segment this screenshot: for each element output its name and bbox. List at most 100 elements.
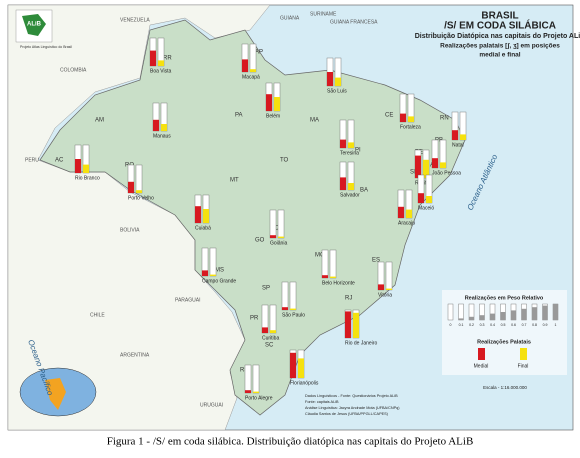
bar-medial bbox=[262, 327, 268, 333]
scale-label: 1 bbox=[555, 323, 557, 327]
country-label: COLOMBIA bbox=[60, 67, 87, 73]
country-label: SURINAME bbox=[310, 11, 337, 17]
scale-label: 0.2 bbox=[469, 323, 474, 327]
bar-medial bbox=[128, 181, 134, 193]
bar-final bbox=[298, 358, 304, 378]
scale-label: 0.5 bbox=[501, 323, 506, 327]
city-label: Belo Horizonte bbox=[322, 280, 355, 286]
bar-frame bbox=[289, 281, 297, 311]
bar-medial bbox=[150, 50, 156, 66]
scale-fill bbox=[553, 304, 558, 320]
city-label: Boa Vista bbox=[150, 68, 172, 74]
bar-frame bbox=[244, 364, 252, 394]
country-label: CHILE bbox=[90, 312, 105, 318]
state-label: MT bbox=[230, 178, 239, 184]
state-label: BA bbox=[360, 188, 368, 194]
city-label: Maceió bbox=[418, 205, 434, 211]
bar-final bbox=[348, 142, 354, 148]
bar-medial bbox=[245, 390, 251, 393]
legend-swatch bbox=[478, 348, 485, 360]
state-label: ES bbox=[372, 258, 380, 264]
bar-frame bbox=[249, 43, 257, 73]
scale-fill bbox=[479, 315, 485, 320]
city-label: João Pessoa bbox=[432, 170, 461, 176]
country-label: BOLIVIA bbox=[120, 227, 140, 233]
bar-medial bbox=[398, 206, 404, 218]
city-label: Curitiba bbox=[262, 335, 279, 341]
bar-medial bbox=[345, 311, 351, 338]
bar-final bbox=[348, 183, 354, 190]
city-label: Aracaju bbox=[398, 220, 415, 226]
bar-final bbox=[253, 391, 259, 393]
legend-title: Realizações Palatais bbox=[477, 339, 531, 345]
bar-frame bbox=[209, 247, 217, 277]
bar-medial bbox=[340, 139, 346, 148]
scale-label: 0.3 bbox=[480, 323, 485, 327]
state-label: MG bbox=[315, 253, 325, 259]
logo-shape bbox=[22, 14, 46, 36]
bar-medial bbox=[266, 94, 272, 111]
bar-medial bbox=[153, 119, 159, 131]
country-label: ARGENTINA bbox=[120, 352, 150, 358]
city-label: Porto Alegre bbox=[245, 395, 273, 401]
bar-frame bbox=[277, 209, 285, 239]
scale-label: 0.9 bbox=[543, 323, 548, 327]
scale-label: 0.8 bbox=[532, 323, 537, 327]
bar-medial bbox=[378, 284, 384, 290]
city-label: Teresina bbox=[340, 150, 359, 156]
credit: Fonte: capitais ALiB bbox=[305, 400, 339, 404]
state-label: RS bbox=[240, 368, 248, 374]
bar-frame bbox=[281, 281, 289, 311]
bar-medial bbox=[322, 275, 328, 278]
bar-medial bbox=[290, 352, 296, 378]
bar-medial bbox=[327, 72, 333, 86]
bar-medial bbox=[270, 235, 276, 238]
map-title: BRASIL bbox=[481, 11, 518, 22]
bar-final bbox=[250, 69, 256, 72]
bar-frame bbox=[269, 209, 277, 239]
bar-medial bbox=[452, 130, 458, 140]
city-label: Florianópolis bbox=[290, 380, 319, 386]
legend-title: Realizações em Peso Relativo bbox=[465, 295, 544, 301]
state-label: SP bbox=[262, 286, 270, 292]
legend-box bbox=[442, 290, 567, 375]
bar-final bbox=[136, 190, 142, 193]
map-title: medial e final bbox=[479, 52, 520, 59]
country-label: VENEZUELA bbox=[120, 17, 150, 23]
bar-final bbox=[161, 124, 167, 131]
city-label: São Luís bbox=[327, 88, 347, 94]
bar-medial bbox=[418, 193, 424, 203]
bar-final bbox=[83, 164, 89, 173]
city-label: Belém bbox=[266, 113, 280, 119]
scale-label: 0.6 bbox=[511, 323, 516, 327]
state-label: PI bbox=[355, 148, 361, 154]
inset-south-america bbox=[45, 378, 66, 410]
state-label: GO bbox=[255, 238, 265, 244]
city-label: Fortaleza bbox=[400, 124, 421, 130]
state-label: TO bbox=[280, 158, 289, 164]
city-label: Vitória bbox=[378, 292, 392, 298]
scale-fill bbox=[532, 307, 537, 320]
bar-final bbox=[408, 116, 414, 122]
map-title: Realizações palatais [ʃ, ʒ] em posições bbox=[440, 43, 560, 50]
scale-fill bbox=[458, 318, 464, 320]
bar-final bbox=[274, 97, 280, 111]
bar-final bbox=[460, 134, 466, 140]
legend-swatch bbox=[520, 348, 527, 360]
scale-frame bbox=[447, 303, 454, 321]
state-label: RJ bbox=[345, 296, 352, 302]
scale-frame bbox=[458, 303, 464, 321]
state-label: AC bbox=[55, 158, 64, 164]
city-label: Rio Branco bbox=[75, 175, 100, 181]
bar-final bbox=[440, 162, 446, 168]
bar-frame bbox=[329, 249, 337, 279]
bar-final bbox=[426, 196, 432, 203]
bar-final bbox=[335, 77, 341, 86]
bar-final bbox=[210, 274, 216, 276]
logo-text: ALiB bbox=[27, 22, 42, 28]
bar-medial bbox=[340, 177, 346, 190]
city-label: Natal bbox=[452, 142, 464, 148]
city-label: Porto Velho bbox=[128, 195, 154, 201]
country-label: PERU bbox=[25, 157, 39, 163]
